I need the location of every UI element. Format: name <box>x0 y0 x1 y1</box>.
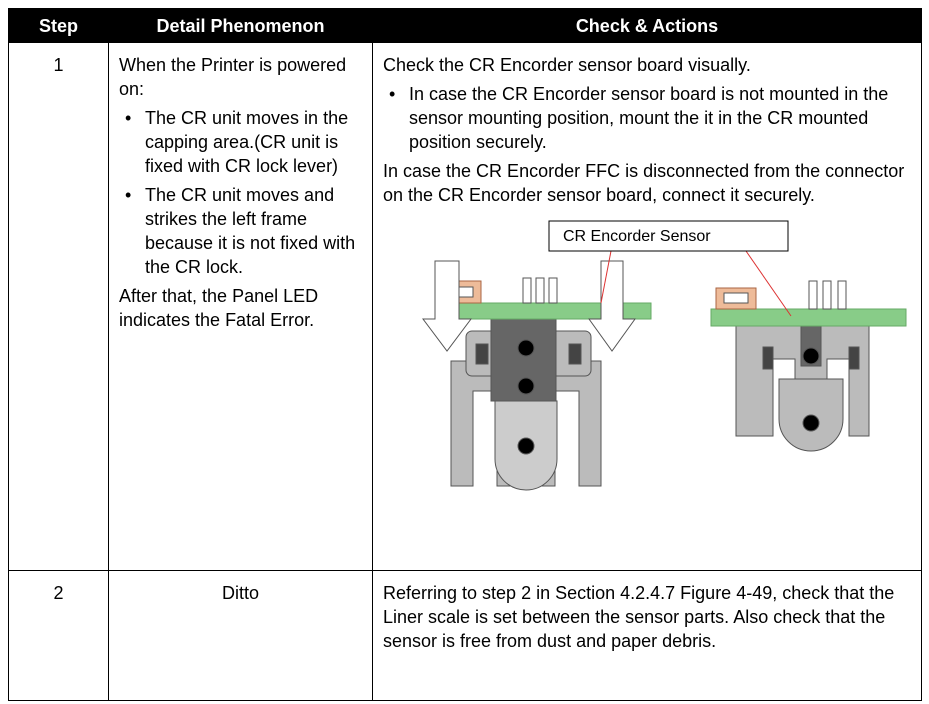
check-cell: Referring to step 2 in Section 4.2.4.7 F… <box>372 570 922 701</box>
left-sensor <box>422 260 652 491</box>
step-cell: 2 <box>8 570 109 701</box>
header-cell: Step <box>8 8 109 43</box>
step-cell: 1 <box>8 42 109 571</box>
row: 1 When the Printer is powered on: The CR… <box>8 42 922 571</box>
label-box <box>548 220 789 252</box>
pointer-line <box>745 250 792 317</box>
text: In case the CR Encorder FFC is disconnec… <box>383 161 905 205</box>
header-row: Step Detail Phenomenon Check & Actions <box>8 8 922 43</box>
sensor-figure: CR Encorder Sensor <box>422 220 907 491</box>
header-cell: Detail Phenomenon <box>108 8 373 43</box>
bullet-list: In case the CR Encorder sensor board is … <box>383 82 911 154</box>
bullet-list: The CR unit moves in the capping area.(C… <box>119 106 362 279</box>
pointer-line <box>600 250 612 304</box>
bullet: In case the CR Encorder sensor board is … <box>389 82 911 154</box>
bullet: The CR unit moves and strikes the left f… <box>125 183 362 279</box>
detail-cell: When the Printer is powered on: The CR u… <box>108 42 373 571</box>
detail-cell: Ditto <box>108 570 373 701</box>
check-cell: Check the CR Encorder sensor board visua… <box>372 42 922 571</box>
right-sensor <box>710 280 907 452</box>
text: Check the CR Encorder sensor board visua… <box>383 55 751 75</box>
row: 2 Ditto Referring to step 2 in Section 4… <box>8 570 922 701</box>
troubleshooting-table: Step Detail Phenomenon Check & Actions 1… <box>8 8 922 701</box>
bullet: The CR unit moves in the capping area.(C… <box>125 106 362 178</box>
figure-label: CR Encorder Sensor <box>563 228 711 245</box>
header-cell: Check & Actions <box>372 8 922 43</box>
text: After that, the Panel LED indicates the … <box>119 286 319 330</box>
text: When the Printer is powered on: <box>119 55 347 99</box>
